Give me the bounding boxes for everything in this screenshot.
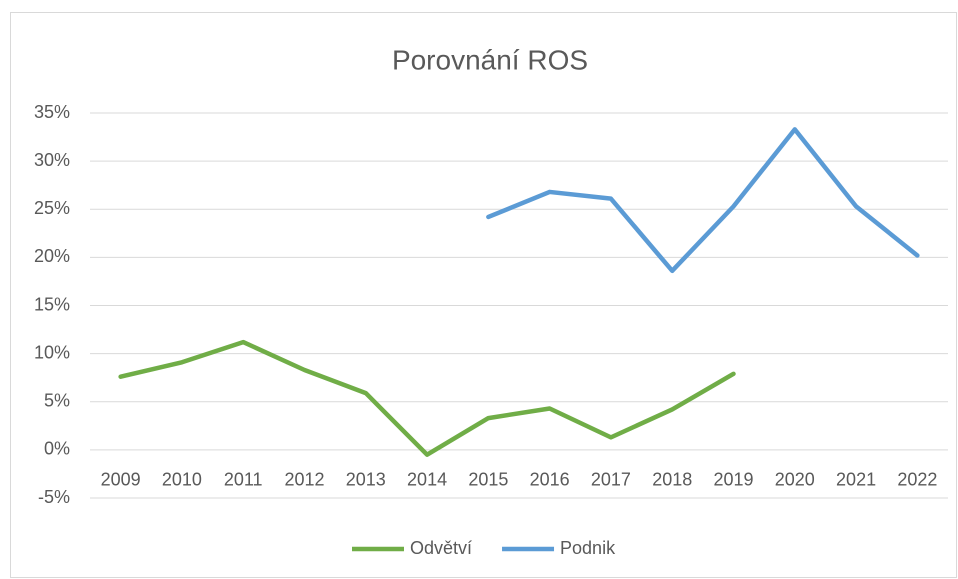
x-tick-label: 2009 [101, 470, 141, 490]
legend-label: Podnik [560, 538, 616, 558]
x-tick-label: 2019 [713, 470, 753, 490]
y-tick-label: -5% [38, 487, 70, 507]
x-tick-label: 2021 [836, 470, 876, 490]
x-tick-label: 2016 [530, 470, 570, 490]
y-tick-label: 35% [34, 102, 70, 122]
y-tick-label: 15% [34, 294, 70, 314]
x-tick-label: 2012 [284, 470, 324, 490]
y-tick-label: 30% [34, 150, 70, 170]
x-tick-label: 2022 [897, 470, 937, 490]
x-tick-label: 2011 [224, 470, 263, 490]
series-line [486, 127, 920, 274]
x-tick-label: 2020 [775, 470, 815, 490]
legend-label: Odvětví [410, 538, 472, 558]
chart-title: Porovnání ROS [392, 44, 588, 75]
y-tick-label: 25% [34, 198, 70, 218]
x-tick-label: 2015 [468, 470, 508, 490]
x-tick-label: 2018 [652, 470, 692, 490]
y-tick-label: 5% [44, 391, 70, 411]
chart-border [10, 12, 957, 578]
x-tick-label: 2010 [162, 470, 202, 490]
series-line [118, 339, 736, 457]
x-tick-label: 2017 [591, 470, 631, 490]
x-tick-label: 2013 [346, 470, 386, 490]
y-tick-label: 20% [34, 246, 70, 266]
y-tick-label: 10% [34, 342, 70, 362]
y-tick-label: 0% [44, 439, 70, 459]
x-tick-label: 2014 [407, 470, 447, 490]
